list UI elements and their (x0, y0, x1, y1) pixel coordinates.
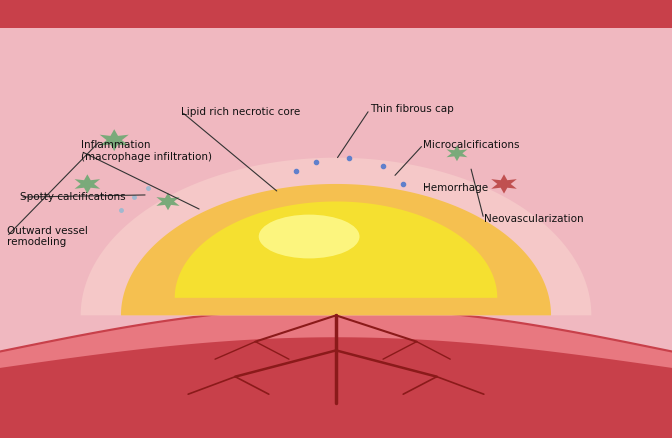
Polygon shape (175, 201, 497, 298)
Text: Inflammation
(macrophage infiltration): Inflammation (macrophage infiltration) (81, 140, 212, 162)
Polygon shape (491, 174, 517, 194)
Polygon shape (0, 309, 672, 368)
Polygon shape (99, 129, 129, 151)
Text: Hemorrhage: Hemorrhage (423, 184, 489, 193)
Polygon shape (121, 184, 551, 315)
Polygon shape (446, 145, 468, 161)
Polygon shape (0, 0, 672, 28)
Text: Neovascularization: Neovascularization (484, 214, 583, 224)
Polygon shape (0, 307, 672, 438)
Text: Outward vessel
remodeling: Outward vessel remodeling (7, 226, 87, 247)
Text: Lipid rich necrotic core: Lipid rich necrotic core (181, 107, 300, 117)
Text: Microcalcifications: Microcalcifications (423, 140, 520, 149)
Polygon shape (157, 193, 179, 210)
Ellipse shape (259, 215, 360, 258)
Text: Thin fibrous cap: Thin fibrous cap (370, 105, 454, 114)
Text: Spotty calcifications: Spotty calcifications (20, 192, 126, 202)
Polygon shape (75, 174, 100, 194)
Polygon shape (81, 158, 591, 315)
